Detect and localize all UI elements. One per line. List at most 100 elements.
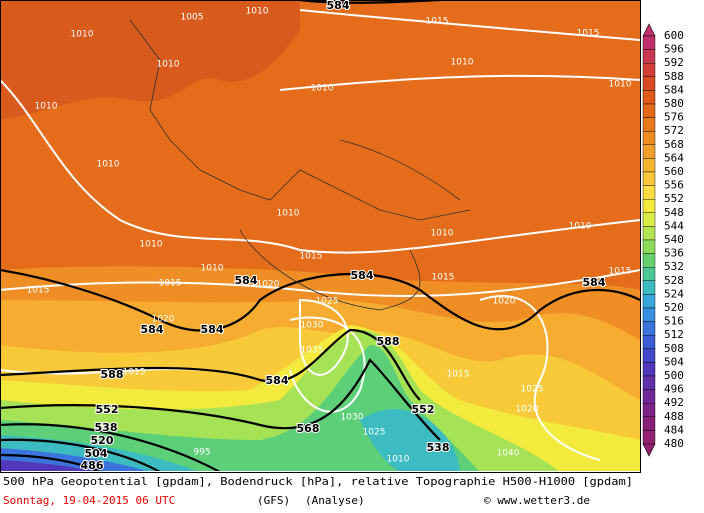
colorbar-label: 588 xyxy=(664,70,684,83)
geopotential-label: 584 xyxy=(201,323,224,336)
colorbar-label: 592 xyxy=(664,56,684,69)
isobar-label: 1005 xyxy=(181,13,204,23)
colorbar-label: 496 xyxy=(664,383,684,396)
isobar-label: 1010 xyxy=(201,264,224,274)
colorbar-label: 576 xyxy=(664,111,684,124)
colorbar-label: 488 xyxy=(664,410,684,423)
colorbar-arrow-top xyxy=(642,23,656,37)
geopotential-label: 584 xyxy=(141,323,164,336)
colorbar-label: 544 xyxy=(664,219,684,232)
colorbar-label: 516 xyxy=(664,315,684,328)
isobar-label: 1020 xyxy=(493,297,516,307)
colorbar-swatch xyxy=(642,321,656,336)
isobar-label: 995 xyxy=(193,448,210,458)
colorbar-swatch xyxy=(642,198,656,213)
colorbar-swatch xyxy=(642,76,656,91)
isobar-label: 1015 xyxy=(426,17,449,27)
geopotential-label: 584 xyxy=(235,274,258,287)
isobar-label: 1030 xyxy=(341,413,364,423)
geopotential-label: 486 xyxy=(81,459,104,472)
colorbar-swatch xyxy=(642,362,656,377)
colorbar-swatch xyxy=(642,430,656,445)
colorbar-swatch xyxy=(642,171,656,186)
colorbar-swatch xyxy=(642,389,656,404)
colorbar-label: 564 xyxy=(664,151,684,164)
colorbar-swatch xyxy=(642,185,656,200)
isobar-label: 1010 xyxy=(246,7,269,17)
colorbar-label: 580 xyxy=(664,97,684,110)
colorbar-swatch xyxy=(642,117,656,132)
colorbar-swatch xyxy=(642,144,656,159)
isobar-label: 1015 xyxy=(609,267,632,277)
colorbar-swatch xyxy=(642,103,656,118)
footer-model: (GFS) xyxy=(257,494,290,507)
colorbar-swatch xyxy=(642,307,656,322)
colorbar-label: 536 xyxy=(664,247,684,260)
colorbar-swatch xyxy=(642,226,656,241)
colorbar-label: 596 xyxy=(664,43,684,56)
colorbar-label: 524 xyxy=(664,287,684,300)
colorbar-label: 484 xyxy=(664,423,684,436)
colorbar-swatch xyxy=(642,267,656,282)
isobar-label: 1020 xyxy=(257,280,280,290)
colorbar-swatch xyxy=(642,335,656,350)
geopotential-label: 588 xyxy=(377,335,400,348)
geopotential-label: 588 xyxy=(101,368,124,381)
colorbar-swatch xyxy=(642,158,656,173)
colorbar-label: 508 xyxy=(664,342,684,355)
map-frame xyxy=(0,0,641,473)
isobar-label: 1020 xyxy=(516,405,539,415)
colorbar-label: 532 xyxy=(664,260,684,273)
isobar-label: 1010 xyxy=(311,84,334,94)
colorbar-label: 512 xyxy=(664,328,684,341)
colorbar-label: 600 xyxy=(664,29,684,42)
footer-run: (Analyse) xyxy=(305,494,365,507)
colorbar-swatch xyxy=(642,416,656,431)
isobar-label: 1025 xyxy=(316,297,339,307)
colorbar-label: 584 xyxy=(664,83,684,96)
isobar-label: 1015 xyxy=(577,29,600,39)
isobar-label: 1010 xyxy=(431,229,454,239)
colorbar-swatch xyxy=(642,130,656,145)
colorbar-swatch xyxy=(642,294,656,309)
colorbar-label: 568 xyxy=(664,138,684,151)
isobar-label: 1040 xyxy=(497,449,520,459)
colorbar-swatch xyxy=(642,212,656,227)
colorbar-label: 548 xyxy=(664,206,684,219)
colorbar-label: 504 xyxy=(664,355,684,368)
isobar-label: 1010 xyxy=(451,58,474,68)
colorbar-label: 540 xyxy=(664,233,684,246)
isobar-label: 1030 xyxy=(301,321,324,331)
isobar-label: 1010 xyxy=(97,160,120,170)
geopotential-label: 504 xyxy=(85,447,108,460)
colorbar-swatch xyxy=(642,253,656,268)
isobar-label: 1015 xyxy=(432,273,455,283)
geopotential-label: 584 xyxy=(351,269,374,282)
colorbar-label: 520 xyxy=(664,301,684,314)
isobar-label: 1010 xyxy=(609,80,632,90)
colorbar-swatch xyxy=(642,49,656,64)
colorbar-swatch xyxy=(642,403,656,418)
geopotential-label: 584 xyxy=(583,276,606,289)
colorbar-label: 560 xyxy=(664,165,684,178)
geopotential-label: 552 xyxy=(96,403,119,416)
colorbar-label: 528 xyxy=(664,274,684,287)
colorbar-label: 556 xyxy=(664,179,684,192)
isobar-label: 1015 xyxy=(27,286,50,296)
isobar-label: 1025 xyxy=(521,385,544,395)
isobar-label: 1010 xyxy=(387,455,410,465)
colorbar-label: 500 xyxy=(664,369,684,382)
geopotential-label: 584 xyxy=(266,374,289,387)
colorbar-swatch xyxy=(642,348,656,363)
isobar-label: 1015 xyxy=(123,368,146,378)
colorbar-swatch xyxy=(642,90,656,105)
colorbar-label: 552 xyxy=(664,192,684,205)
isobar-label: 1010 xyxy=(569,222,592,232)
geopotential-label: 520 xyxy=(91,434,114,447)
isobar-label: 1025 xyxy=(363,428,386,438)
colorbar-swatch xyxy=(642,63,656,78)
footer-date: Sonntag, 19-04-2015 06 UTC xyxy=(3,494,175,507)
isobar-label: 1015 xyxy=(447,370,470,380)
geopotential-label: 568 xyxy=(297,422,320,435)
geopotential-label: 538 xyxy=(427,441,450,454)
